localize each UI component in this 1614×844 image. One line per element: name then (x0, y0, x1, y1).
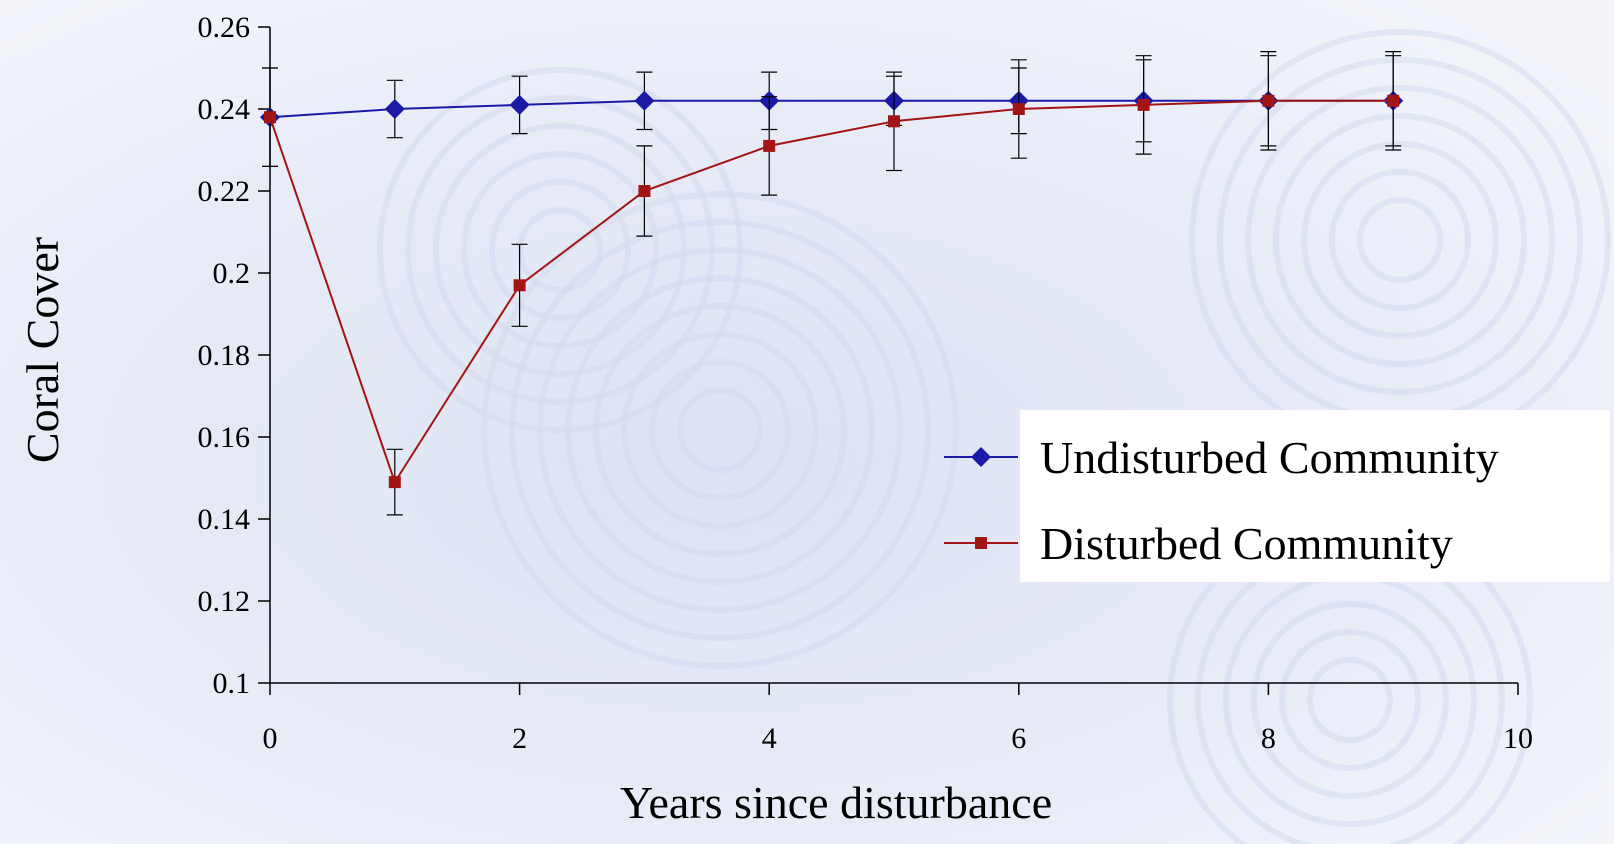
background-ring (1273, 113, 1527, 367)
series-line (269, 99, 1394, 485)
background-ring (593, 303, 847, 557)
legend-box (1020, 410, 1610, 582)
background-ring (1279, 629, 1421, 771)
background-ring (509, 219, 931, 641)
x-tick-label: 2 (512, 722, 527, 755)
background-ring (1307, 657, 1393, 743)
data-point-square (1387, 94, 1400, 107)
y-tick-label: 0.26 (198, 11, 251, 44)
background-ring (489, 179, 631, 321)
y-tick-label: 0.12 (198, 585, 251, 618)
legend-marker-square (975, 537, 987, 549)
series-line (269, 99, 1394, 119)
data-point-diamond (634, 90, 655, 111)
background-ring (377, 67, 743, 433)
legend-label: Undisturbed Community (1040, 432, 1499, 483)
legend: Undisturbed Community Disturbed Community (944, 410, 1610, 582)
x-tick-label: 8 (1261, 722, 1276, 755)
data-point-square (1137, 98, 1150, 111)
background-ring (1251, 601, 1449, 799)
y-tick-label: 0.24 (198, 93, 251, 126)
background-ring (1357, 197, 1443, 283)
data-point-square (763, 139, 776, 152)
legend-marker-diamond (971, 447, 991, 467)
y-tick-label: 0.22 (198, 175, 251, 208)
y-tick-label: 0.14 (198, 503, 251, 536)
legend-label: Disturbed Community (1040, 518, 1453, 569)
data-point-square (513, 279, 526, 292)
background-ring (1245, 85, 1555, 395)
series-layer (260, 50, 1404, 516)
series-disturbed (262, 50, 1402, 516)
background-ring (481, 191, 959, 669)
data-point-square (388, 476, 401, 489)
axes: 0.1 0.12 0.14 0.16 0.18 0.2 0.22 0.24 0.26 0 2 4 6 8 1… (198, 11, 1534, 755)
y-axis-title: Coral Cover (17, 237, 68, 463)
y-tick-label: 0.18 (198, 339, 251, 372)
data-point-square (264, 111, 276, 124)
background-ring (649, 359, 791, 501)
background-ring (461, 151, 659, 349)
x-tick-label: 6 (1011, 722, 1026, 755)
y-tick-label: 0.2 (213, 257, 251, 290)
data-point-diamond (509, 94, 530, 115)
background-ring (433, 123, 687, 377)
data-point-square (1262, 94, 1275, 107)
y-tick-label: 0.16 (198, 421, 251, 454)
x-tick-label: 10 (1503, 722, 1533, 755)
background-ring (1301, 141, 1499, 339)
x-tick-label: 4 (762, 722, 777, 755)
x-tick-label: 0 (263, 722, 278, 755)
background-ring (405, 95, 715, 405)
data-point-diamond (384, 99, 405, 119)
y-tick-label: 0.1 (213, 667, 251, 700)
data-point-square (1012, 103, 1025, 115)
background-ring (1329, 169, 1471, 311)
data-point-square (888, 115, 900, 128)
x-axis-title: Years since disturbance (620, 777, 1052, 828)
data-point-square (638, 185, 651, 197)
background-ring (677, 387, 763, 473)
